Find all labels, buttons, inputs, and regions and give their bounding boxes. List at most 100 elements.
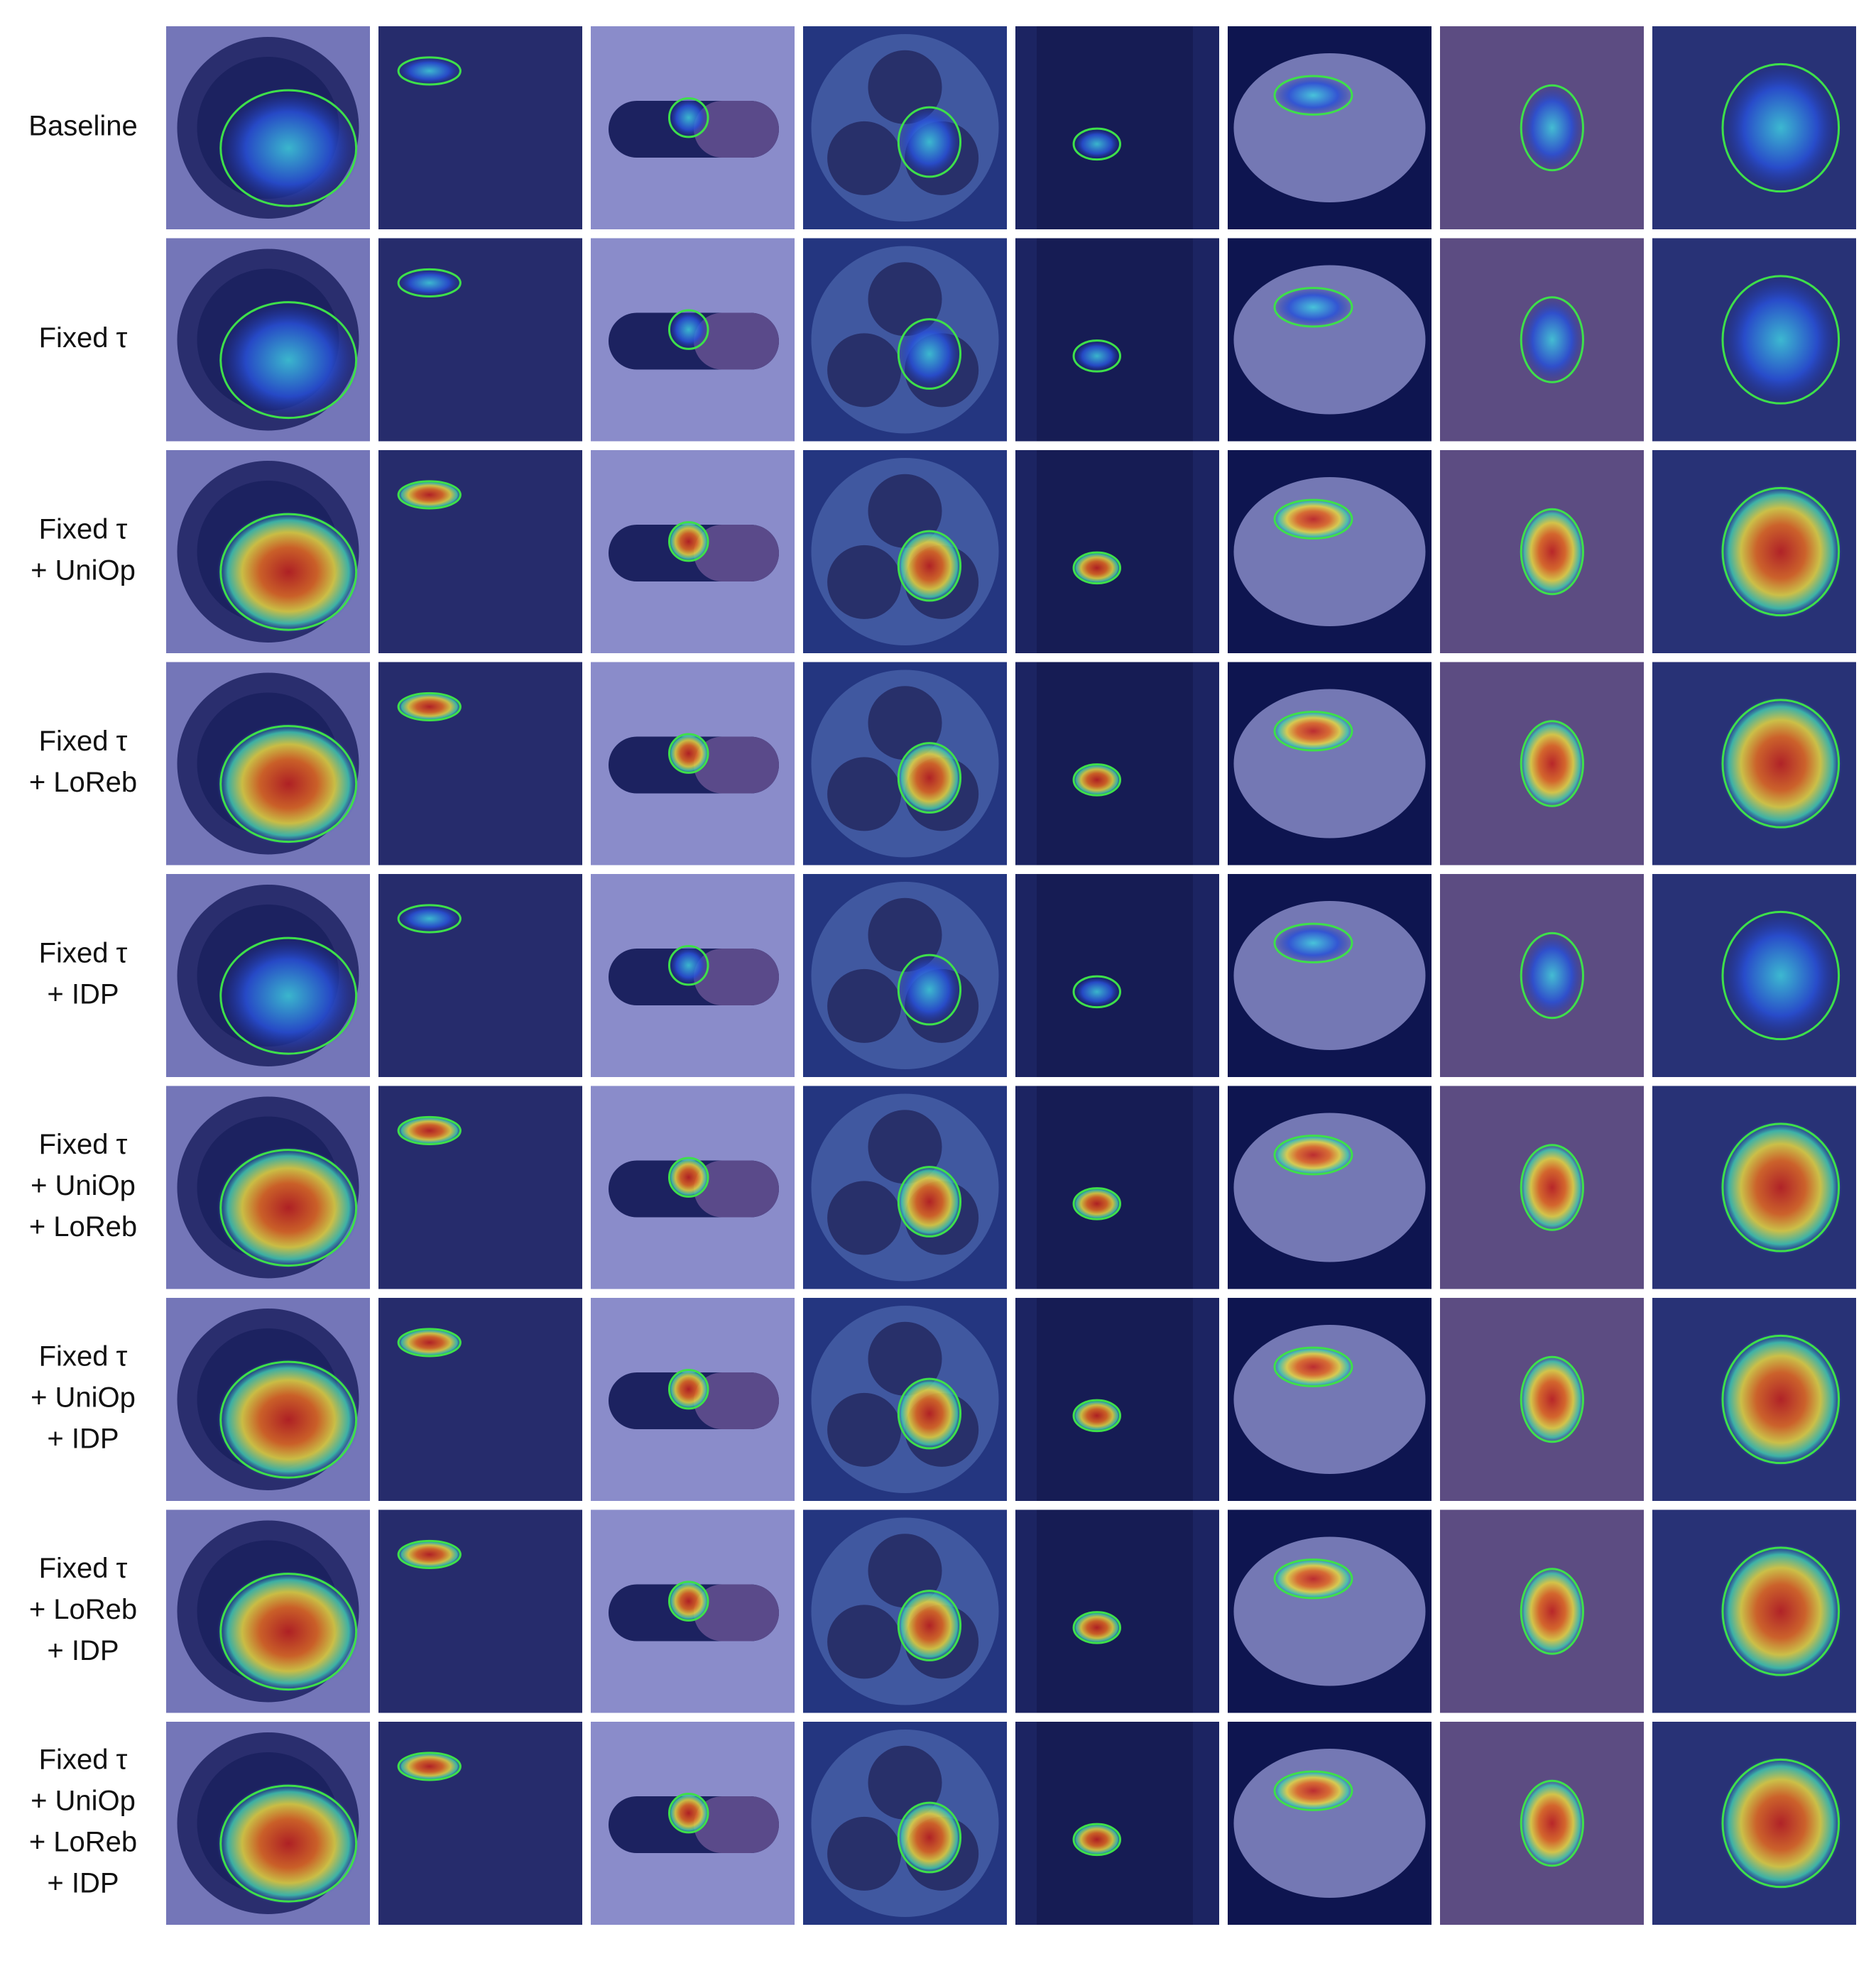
- result-panel: [1652, 1086, 1856, 1289]
- object-part: [827, 545, 902, 619]
- result-panel: [803, 874, 1007, 1077]
- heatmap-blob: [217, 1782, 360, 1905]
- ground-truth-outline: [397, 480, 462, 510]
- ground-truth-outline: [397, 692, 462, 721]
- ground-truth-outline: [1520, 1779, 1584, 1867]
- heatmap-blob: [668, 521, 709, 562]
- row-label: Fixed τ: [39, 1744, 128, 1776]
- heatmap-blob: [396, 1752, 462, 1781]
- capsule-half: [694, 1796, 779, 1853]
- panel-background: [378, 662, 582, 865]
- result-panel: [1228, 1086, 1431, 1289]
- object-part: [827, 1605, 902, 1679]
- heatmap-blob: [668, 1369, 709, 1410]
- zipper: [1037, 238, 1193, 442]
- result-panel: [591, 1509, 795, 1713]
- ground-truth-outline: [1520, 720, 1584, 807]
- row-label: Fixed τ: [39, 938, 128, 969]
- object-pill: [1233, 1325, 1426, 1474]
- ground-truth-outline: [1273, 1135, 1353, 1176]
- object-part: [827, 757, 902, 831]
- ground-truth-outline: [667, 1793, 709, 1834]
- heatmap-blob: [217, 1571, 360, 1693]
- result-panel: [378, 874, 582, 1077]
- ground-truth-outline: [397, 1328, 462, 1358]
- heatmap-blob: [1072, 763, 1122, 797]
- ground-truth-outline: [1721, 910, 1840, 1041]
- ground-truth-outline: [1273, 498, 1353, 540]
- ground-truth-outline: [1721, 1122, 1840, 1252]
- row-label: Fixed τ: [39, 1553, 128, 1584]
- capsule-half: [694, 949, 779, 1005]
- result-panel: [166, 1509, 370, 1713]
- ground-truth-outline: [897, 742, 962, 814]
- result-panel: [803, 1086, 1007, 1289]
- result-panel: [591, 450, 795, 653]
- ground-truth-outline: [667, 733, 709, 774]
- ground-truth-outline: [1520, 296, 1584, 383]
- heatmap-blob: [1072, 1187, 1122, 1220]
- result-panel: [1015, 874, 1219, 1077]
- ground-truth-outline: [1273, 1346, 1353, 1387]
- heatmap-blob: [1272, 922, 1354, 963]
- result-panel: [166, 26, 370, 229]
- ground-truth-outline: [1721, 1546, 1840, 1676]
- result-panel: [1440, 1722, 1644, 1925]
- result-panel: [1440, 238, 1644, 442]
- zipper: [1037, 662, 1193, 865]
- heatmap-blob: [897, 1165, 962, 1238]
- heatmap-blob: [1272, 1770, 1354, 1811]
- result-panel: [591, 26, 795, 229]
- ground-truth-outline: [219, 1573, 358, 1691]
- result-panel: [1228, 1509, 1431, 1713]
- heatmap-blob: [1272, 498, 1354, 540]
- result-panel: [1652, 238, 1856, 442]
- capsule-half: [694, 1160, 779, 1218]
- ground-truth-outline: [219, 1360, 358, 1479]
- zipper: [1037, 1509, 1193, 1713]
- ground-truth-outline: [897, 1801, 962, 1874]
- ground-truth-outline: [219, 301, 358, 420]
- result-panel: [591, 874, 795, 1077]
- result-panel: [166, 1086, 370, 1289]
- ground-truth-outline: [1273, 1558, 1353, 1600]
- result-panel: [1228, 238, 1431, 442]
- result-panel: [591, 1722, 795, 1925]
- result-panel: [1015, 1722, 1219, 1925]
- result-panel: [1652, 1298, 1856, 1501]
- zipper: [1037, 450, 1193, 653]
- ground-truth-outline: [667, 1369, 709, 1410]
- heatmap-blob: [396, 480, 462, 509]
- result-panel: [1652, 1722, 1856, 1925]
- row-label: + LoReb: [29, 767, 137, 798]
- result-panel: [1228, 1722, 1431, 1925]
- ground-truth-outline: [397, 1752, 462, 1781]
- heatmap-blob: [897, 105, 962, 179]
- heatmap-blob: [1272, 1558, 1354, 1600]
- heatmap-blob: [1519, 1142, 1585, 1233]
- result-panel: [378, 662, 582, 865]
- heatmap-blob: [217, 723, 360, 845]
- heatmap-blob: [897, 1589, 962, 1662]
- result-panel: [1228, 1298, 1431, 1501]
- heatmap-blob: [217, 299, 360, 421]
- result-panel: [378, 26, 582, 229]
- ground-truth-outline: [1072, 1187, 1122, 1220]
- object-pill: [1233, 689, 1426, 839]
- result-panel: [1440, 1086, 1644, 1289]
- result-panel: [1015, 26, 1219, 229]
- result-panel: [1015, 1509, 1219, 1713]
- panel-background: [378, 1086, 582, 1289]
- zipper: [1037, 1722, 1193, 1925]
- result-panel: [1228, 662, 1431, 865]
- heatmap-blob: [1719, 60, 1842, 195]
- result-panel: [803, 238, 1007, 442]
- heatmap-blob: [1272, 287, 1354, 328]
- result-panel: [166, 238, 370, 442]
- object-part: [827, 968, 902, 1043]
- ground-truth-outline: [1072, 1823, 1122, 1857]
- result-panel: [378, 1722, 582, 1925]
- object-part: [827, 1181, 902, 1255]
- ground-truth-outline: [897, 1166, 962, 1238]
- panel-background: [378, 1509, 582, 1713]
